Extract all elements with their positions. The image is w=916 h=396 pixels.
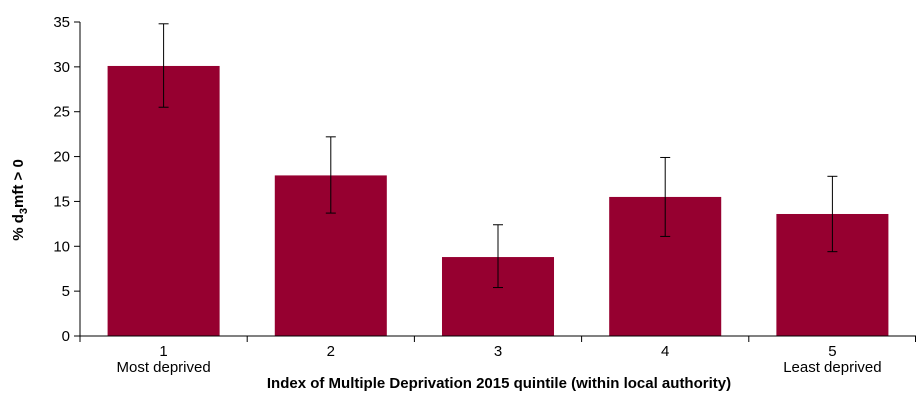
bars	[107, 65, 889, 337]
y-tick-label: 25	[53, 104, 70, 121]
y-tick-label: 35	[53, 14, 70, 31]
y-axis-title-prefix: % d	[10, 214, 27, 241]
y-tick-label: 30	[53, 59, 70, 76]
y-axis-title: % d3mft > 0	[10, 159, 30, 241]
x-tick-label: 1	[159, 343, 167, 360]
y-axis-title-suffix: mft > 0	[10, 159, 27, 208]
x-category-sublabel: Least deprived	[783, 359, 881, 376]
x-axis-title: Index of Multiple Deprivation 2015 quint…	[267, 375, 731, 392]
y-axis: 0 5 10 15 20 25 30 35	[53, 14, 81, 345]
y-tick-label: 5	[62, 283, 70, 300]
error-bars	[158, 23, 838, 289]
y-tick-label: 10	[53, 238, 70, 255]
x-tick-label: 2	[327, 343, 335, 360]
bar-quintile-1	[107, 65, 220, 337]
y-tick-label: 15	[53, 193, 70, 210]
y-tick-label: 0	[62, 328, 70, 345]
x-category-sublabel: Most deprived	[116, 359, 210, 376]
y-axis-title-subscript: 3	[18, 208, 30, 214]
x-tick-label: 3	[494, 343, 502, 360]
y-tick-label: 20	[53, 149, 70, 166]
x-tick-label: 5	[828, 343, 836, 360]
x-tick-label: 4	[661, 343, 669, 360]
